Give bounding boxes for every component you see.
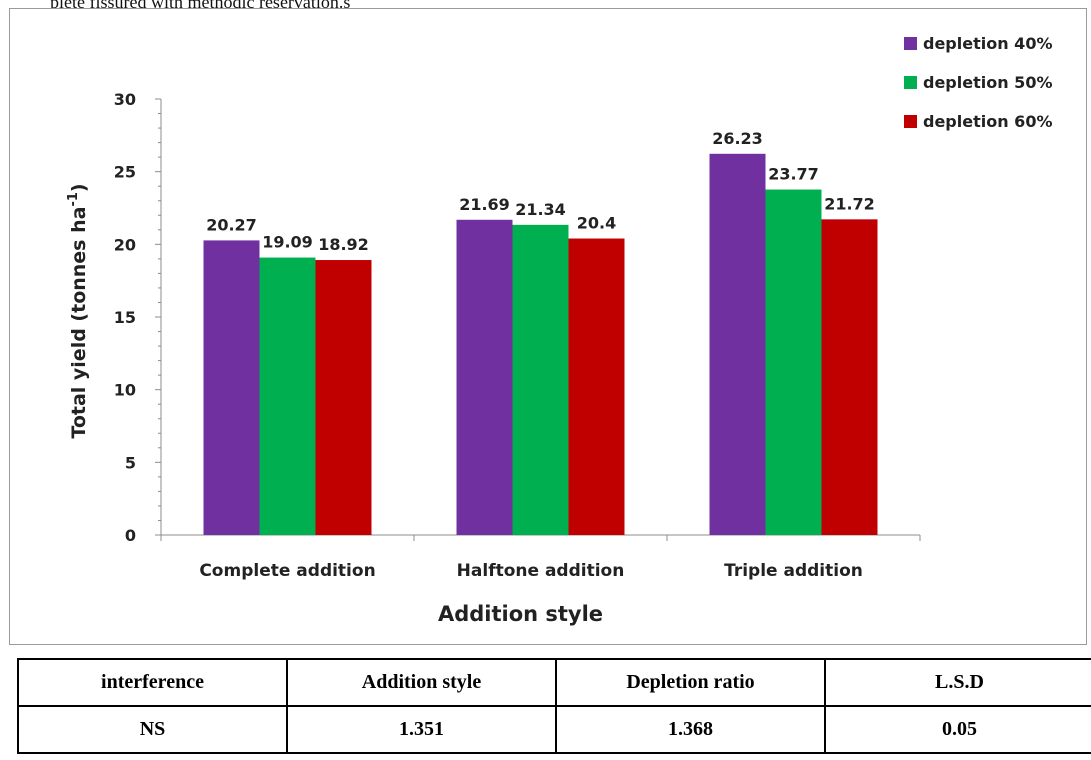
legend-label: depletion 50% — [923, 73, 1052, 92]
table-header-row: interference Addition style Depletion ra… — [17, 658, 1091, 707]
table-row: NS 1.351 1.368 0.05 — [17, 705, 1091, 754]
y-tick-label: 25 — [114, 163, 136, 182]
bar-depletion-50--2 — [765, 189, 822, 535]
y-axis-title: Total yield (tonnes ha-1) — [66, 183, 90, 438]
y-tick-label: 30 — [114, 90, 136, 109]
data-label: 20.4 — [577, 214, 616, 233]
bar-depletion-50--1 — [512, 224, 569, 535]
bar-depletion-40--0 — [203, 240, 260, 535]
y-tick-label: 0 — [125, 526, 136, 545]
y-tick-label: 5 — [125, 453, 136, 472]
data-label: 21.72 — [824, 194, 875, 213]
bar-depletion-60--2 — [821, 219, 878, 535]
legend-label: depletion 60% — [923, 112, 1052, 131]
data-label: 26.23 — [712, 129, 763, 148]
cell-depletion-ratio: 1.368 — [555, 705, 826, 754]
y-axis-title-close: ) — [68, 183, 90, 192]
y-tick-label: 20 — [114, 235, 136, 254]
x-category-label: Halftone addition — [457, 561, 625, 581]
lsd-table: interference Addition style Depletion ra… — [17, 658, 1091, 754]
x-category-label: Triple addition — [724, 561, 863, 581]
y-tick-label: 10 — [114, 381, 136, 400]
cell-interference: NS — [17, 705, 288, 754]
header-interference: interference — [17, 658, 288, 707]
cell-lsd: 0.05 — [824, 705, 1091, 754]
data-label: 19.09 — [262, 233, 313, 252]
bar-depletion-50--0 — [259, 257, 316, 535]
header-addition-style: Addition style — [286, 658, 557, 707]
data-label: 23.77 — [768, 165, 819, 184]
legend-swatch — [904, 76, 917, 89]
y-axis-title-superscript: -1 — [66, 192, 81, 206]
bar-depletion-60--1 — [568, 238, 625, 535]
x-axis-title: Addition style — [438, 602, 603, 626]
chart-frame: 0 5 10 15 20 25 30 20.27 19.09 18.92 Complete addi… — [9, 8, 1087, 645]
bar-depletion-40--2 — [709, 153, 766, 536]
data-label: 18.92 — [318, 235, 369, 254]
legend-swatch — [904, 37, 917, 50]
cell-addition-style: 1.351 — [286, 705, 557, 754]
data-label: 20.27 — [206, 215, 257, 234]
bar-depletion-60--0 — [315, 260, 372, 535]
bar-depletion-40--1 — [456, 219, 513, 535]
data-label: 21.69 — [459, 195, 510, 214]
y-tick-label: 15 — [114, 308, 136, 327]
legend-swatch — [904, 115, 917, 128]
bar-chart: 0 5 10 15 20 25 30 20.27 19.09 18.92 Complete addi… — [66, 34, 1052, 626]
x-category-label: Complete addition — [199, 561, 375, 581]
legend-label: depletion 40% — [923, 34, 1052, 53]
header-depletion-ratio: Depletion ratio — [555, 658, 826, 707]
header-lsd: L.S.D — [824, 658, 1091, 707]
data-label: 21.34 — [515, 200, 566, 219]
